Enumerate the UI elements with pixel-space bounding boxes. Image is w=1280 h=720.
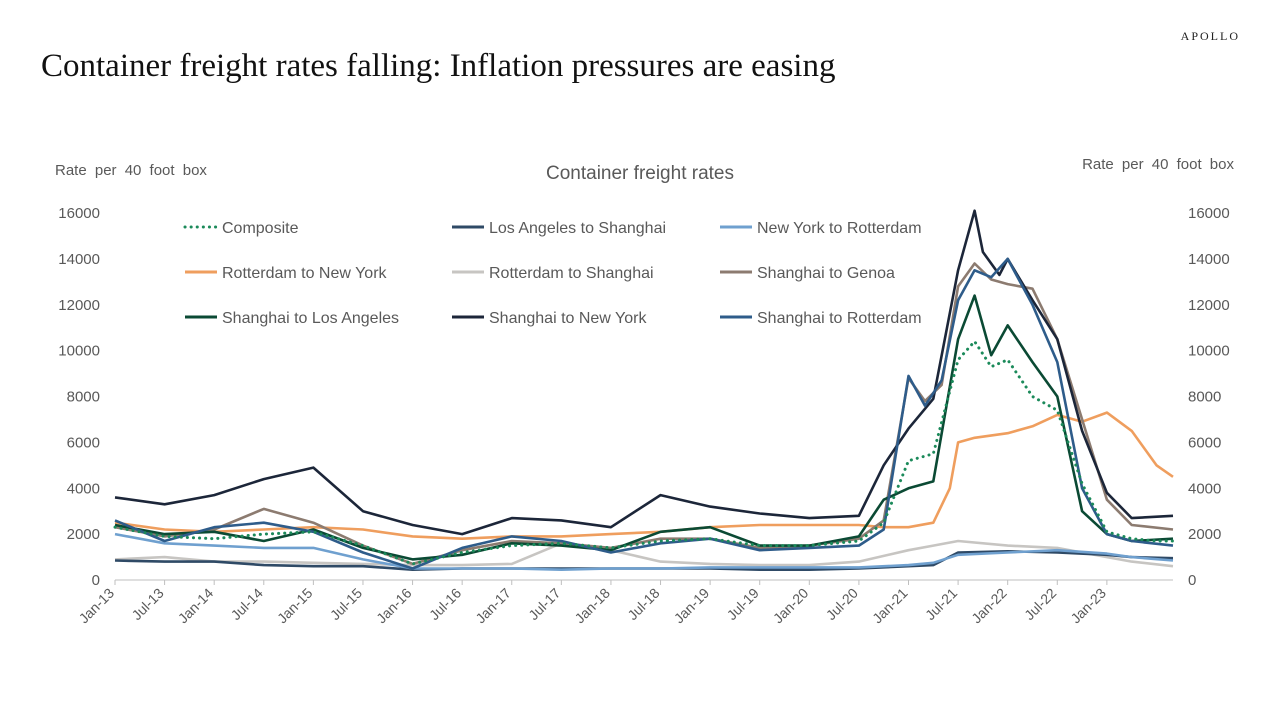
x-tick-label: Jul-20 [823,585,861,623]
x-tick-label: Jan-22 [968,585,1010,627]
x-tick-label: Jan-23 [1067,585,1109,627]
x-tick-label: Jan-21 [869,585,911,627]
x-tick-label: Jan-20 [770,585,812,627]
series-line-shanghai-to-los-angeles [114,294,1174,561]
page-title: Container freight rates falling: Inflati… [41,48,836,84]
y-tick-label-left: 2000 [67,526,100,543]
y-tick-label-left: 8000 [67,389,100,406]
series-line-shanghai-to-rotterdam [114,257,1174,570]
x-tick-label: Jan-19 [671,585,713,627]
x-tick-label: Jan-16 [373,585,415,627]
series-line-new-york-to-rotterdam [114,532,1174,571]
y-tick-label-right: 4000 [1188,480,1221,497]
y-tick-label-right: 12000 [1188,297,1230,314]
series-line-los-angeles-to-shanghai [114,550,1174,571]
legend-label: Shanghai to Genoa [757,265,895,282]
x-tick-label: Jul-14 [228,585,266,623]
series-line-rotterdam-to-shanghai [114,539,1174,568]
y-tick-label-right: 2000 [1188,526,1221,543]
x-tick-label: Jan-18 [571,585,613,627]
y-tick-label-right: 10000 [1188,343,1230,360]
y-tick-label-left: 0 [92,572,100,589]
series-line-shanghai-to-genoa [114,262,1174,566]
legend: Composite Los Angeles to Shanghai New York… [183,220,922,327]
legend-label: New York to Rotterdam [757,220,922,237]
x-tick-label: Jan-13 [76,585,118,627]
y-tick-label-right: 0 [1188,572,1196,589]
legend-label: Shanghai to New York [489,310,647,327]
y-tick-label-right: 8000 [1188,389,1221,406]
legend-label: Composite [222,220,299,237]
x-tick-label: Jan-15 [274,585,316,627]
y-tick-label-left: 6000 [67,434,100,451]
y-tick-label-left: 14000 [58,251,100,268]
legend-label: Los Angeles to Shanghai [489,220,666,237]
x-tick-label: Jan-17 [472,585,514,627]
x-tick-label: Jul-17 [525,585,563,623]
y-tick-label-left: 4000 [67,480,100,497]
x-tick-label: Jul-15 [327,585,365,623]
legend-label: Shanghai to Rotterdam [757,310,922,327]
series-line-shanghai-to-new-york [114,209,1174,536]
y-tick-label-right: 16000 [1188,205,1230,222]
legend-label: Shanghai to Los Angeles [222,310,399,327]
y-tick-label-right: 6000 [1188,434,1221,451]
x-tick-label: Jul-22 [1021,585,1059,623]
x-tick-label: Jul-13 [128,585,166,623]
x-tick-label: Jul-18 [624,585,662,623]
chart-title: Container freight rates [546,163,734,184]
legend-label: Rotterdam to New York [222,265,388,282]
y-axis-label-left: Rate per 40 foot box [55,162,207,179]
x-tick-label: Jul-21 [922,585,960,623]
y-tick-label-left: 10000 [58,343,100,360]
series-line-composite [113,339,1175,566]
y-tick-label-left: 16000 [58,205,100,222]
y-axis-label-right: Rate per 40 foot box [1082,156,1234,173]
legend-label: Rotterdam to Shanghai [489,265,654,282]
y-tick-label-left: 12000 [58,297,100,314]
x-tick-label: Jul-19 [724,585,762,623]
x-tick-label: Jul-16 [426,585,464,623]
series-layer [113,209,1175,571]
brand-logo: APOLLO [1180,29,1240,43]
x-tick-label: Jan-14 [175,585,217,627]
y-tick-label-right: 14000 [1188,251,1230,268]
